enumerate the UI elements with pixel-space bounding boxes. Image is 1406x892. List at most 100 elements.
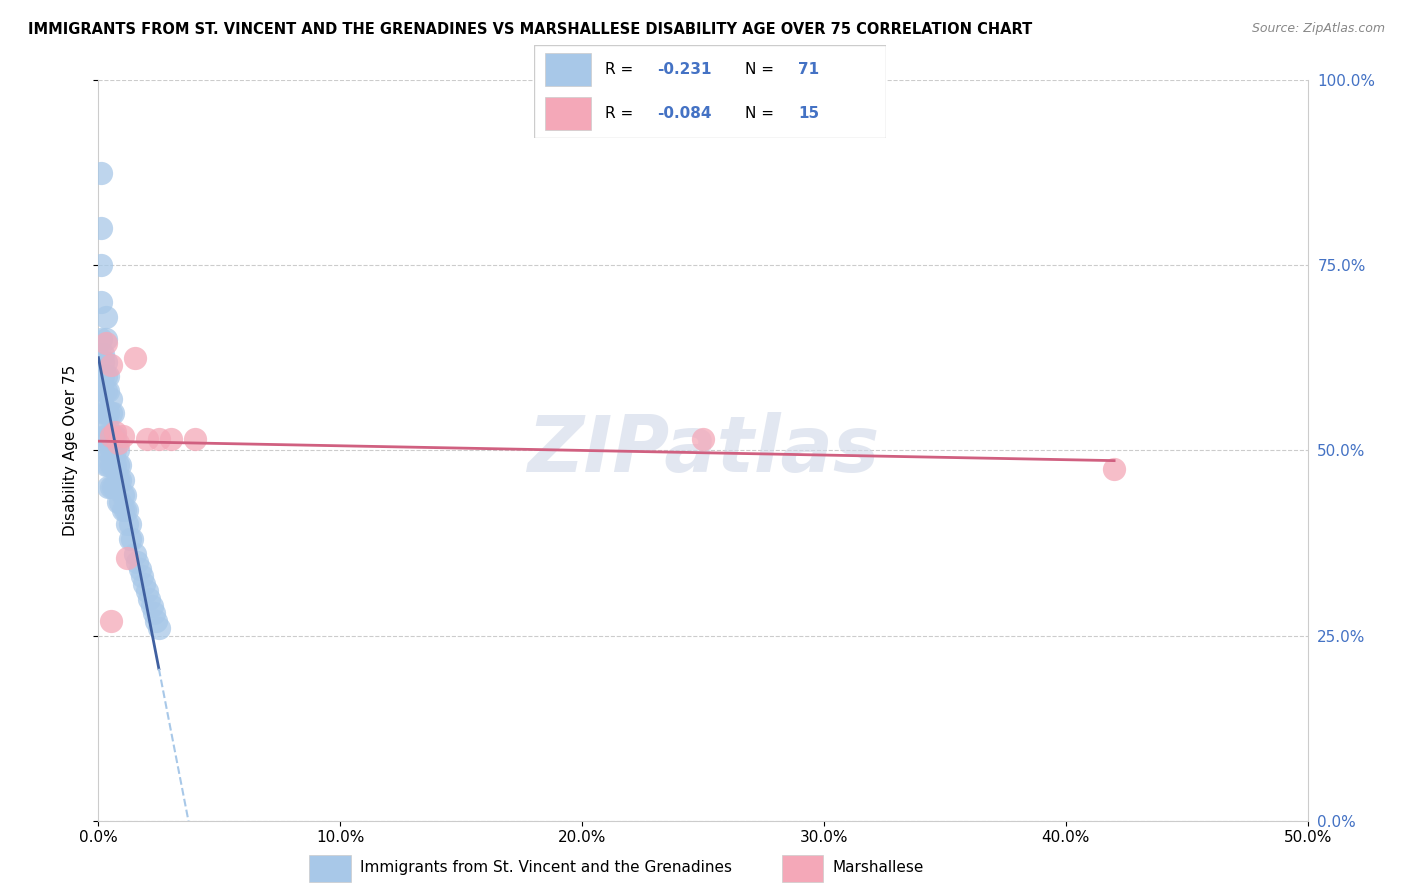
Point [118,517,141,532]
Point [114,488,136,502]
Point [97,443,120,458]
Point [692,433,714,447]
Point [148,433,170,447]
Point [124,547,146,561]
Point [143,607,166,621]
Point [91,347,114,361]
Point [104,458,127,473]
Point [104,428,127,442]
Text: 71: 71 [799,62,820,77]
Text: -0.231: -0.231 [657,62,711,77]
Point [134,576,156,591]
Point [148,621,170,635]
Point [107,436,129,450]
Point [94,354,117,368]
Point [90,332,112,346]
Point [97,458,120,473]
Point [111,502,134,516]
Point [90,166,112,180]
Point [117,517,139,532]
Text: Immigrants from St. Vincent and the Grenadines: Immigrants from St. Vincent and the Gren… [360,860,733,875]
Point [100,614,122,628]
Text: -0.084: -0.084 [657,106,711,121]
Point [117,550,139,565]
Text: N =: N = [745,106,779,121]
Point [108,495,131,509]
Point [100,392,122,406]
Point [94,369,117,384]
Point [100,443,122,458]
FancyBboxPatch shape [309,855,350,881]
Point [94,407,117,421]
Point [101,443,124,458]
Point [118,533,141,547]
FancyBboxPatch shape [544,97,591,130]
Text: R =: R = [605,106,638,121]
Point [100,407,122,421]
Point [91,369,114,384]
Point [107,473,129,487]
Y-axis label: Disability Age Over 75: Disability Age Over 75 [63,365,77,536]
Point [107,458,129,473]
Point [90,221,112,235]
Text: Source: ZipAtlas.com: Source: ZipAtlas.com [1251,22,1385,36]
Point [97,384,120,399]
Point [91,354,114,368]
Point [97,421,120,435]
Point [124,351,146,365]
Point [104,425,127,439]
Text: 15: 15 [799,106,820,121]
Point [97,369,120,384]
Point [100,359,122,373]
Point [94,310,117,325]
Point [97,480,120,494]
Point [121,533,143,547]
Point [101,458,124,473]
Point [138,591,160,606]
Point [94,428,117,442]
Point [101,480,124,494]
Point [91,384,114,399]
Point [100,428,122,442]
Point [100,480,122,494]
Point [160,433,183,447]
Point [94,336,117,351]
Point [111,428,134,442]
FancyBboxPatch shape [544,53,591,86]
Text: N =: N = [745,62,779,77]
Point [94,332,117,346]
Point [94,443,117,458]
Point [127,555,149,569]
Point [94,458,117,473]
Point [91,399,114,413]
Point [107,443,129,458]
Point [104,480,127,494]
Point [135,584,157,599]
Point [94,384,117,399]
Point [111,488,134,502]
FancyBboxPatch shape [534,45,886,138]
Text: ZIPatlas: ZIPatlas [527,412,879,489]
Point [128,562,150,576]
Point [1102,462,1125,476]
FancyBboxPatch shape [782,855,823,881]
Point [107,495,129,509]
Text: IMMIGRANTS FROM ST. VINCENT AND THE GRENADINES VS MARSHALLESE DISABILITY AGE OVE: IMMIGRANTS FROM ST. VINCENT AND THE GREN… [28,22,1032,37]
Point [91,407,114,421]
Point [101,428,124,442]
Text: Marshallese: Marshallese [832,860,924,875]
Point [117,502,139,516]
Point [108,458,131,473]
Point [184,433,207,447]
Point [100,428,122,442]
Point [91,428,114,442]
Point [114,502,136,516]
Point [97,407,120,421]
Point [108,473,131,487]
Text: R =: R = [605,62,638,77]
Point [101,407,124,421]
Point [104,443,127,458]
Point [111,473,134,487]
Point [135,433,157,447]
Point [131,569,153,583]
